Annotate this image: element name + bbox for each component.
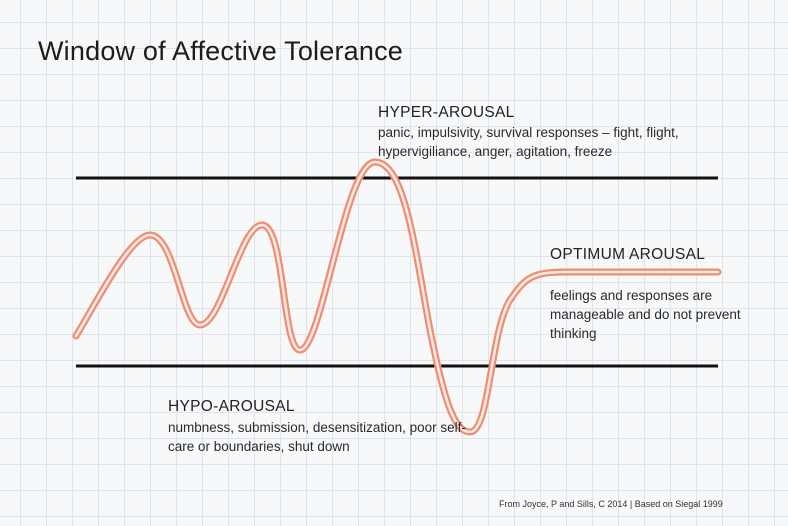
hyper-arousal-heading: HYPER-AROUSAL: [378, 104, 515, 121]
page-title: Window of Affective Tolerance: [38, 36, 404, 66]
source-citation: From Joyce, P and Sills, C 2014 | Based …: [499, 499, 723, 509]
hypo-arousal-heading: HYPO-AROUSAL: [168, 398, 295, 415]
optimum-arousal-description: feelings and responses are manageable an…: [550, 288, 741, 341]
hyper-arousal-description: panic, impulsivity, survival responses –…: [378, 125, 679, 159]
optimum-arousal-heading: OPTIMUM AROUSAL: [550, 246, 706, 263]
hypo-arousal-description: numbness, submission, desensitization, p…: [168, 420, 466, 454]
arousal-wave: [72, 158, 722, 436]
